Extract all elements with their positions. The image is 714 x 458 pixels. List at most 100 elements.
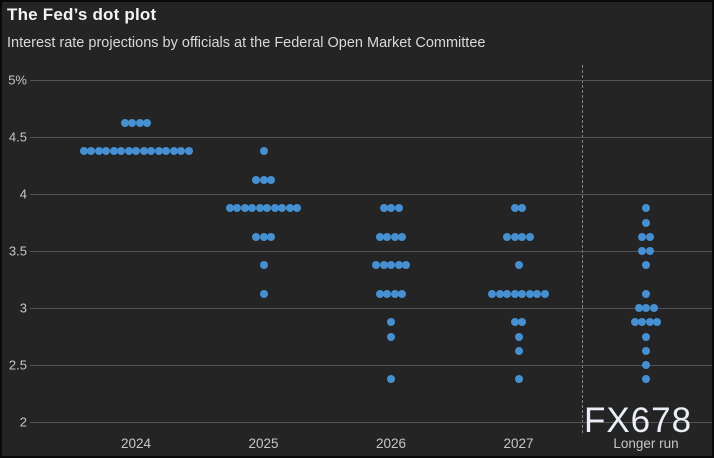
projection-dot — [398, 232, 407, 241]
x-axis-tick-label: 2027 — [503, 436, 534, 451]
projection-dot — [514, 261, 523, 270]
projection-dot — [379, 204, 388, 213]
projection-dot — [117, 147, 125, 156]
projection-dot — [518, 204, 527, 213]
projection-dot — [255, 204, 264, 213]
projection-dot — [128, 118, 137, 127]
projection-dot — [495, 289, 504, 298]
projection-dot — [394, 204, 403, 213]
projection-dot — [259, 289, 268, 298]
projection-dot — [102, 147, 110, 156]
projection-dot — [514, 346, 523, 355]
projection-dot — [259, 147, 268, 156]
projection-dot — [372, 261, 380, 270]
projection-dot — [143, 118, 152, 127]
projection-dot — [642, 204, 650, 213]
gridline — [30, 137, 712, 138]
projection-dot — [488, 289, 497, 298]
longer-run-divider — [582, 65, 583, 433]
projection-dot — [642, 304, 650, 312]
projection-dot — [259, 232, 268, 241]
projection-dot — [259, 261, 268, 270]
gridline — [30, 251, 712, 252]
gridline — [30, 80, 712, 81]
projection-dot — [293, 204, 302, 213]
projection-dot — [642, 361, 650, 369]
projection-dot — [387, 204, 395, 213]
projection-dot — [79, 147, 88, 156]
projection-dot — [387, 261, 395, 270]
projection-dot — [169, 147, 178, 156]
projection-dot — [638, 318, 647, 327]
projection-dot — [259, 175, 268, 184]
projection-dot — [267, 175, 275, 184]
chart-subtitle: Interest rate projections by officials a… — [7, 35, 486, 51]
y-axis-tick-label: 5% — [8, 72, 27, 88]
projection-dot — [120, 118, 129, 127]
y-axis-tick-label: 4.5 — [8, 129, 27, 145]
projection-dot — [510, 232, 519, 241]
gridline — [30, 422, 712, 423]
projection-dot — [638, 232, 647, 241]
projection-dot — [518, 289, 527, 298]
projection-dot — [540, 289, 549, 298]
projection-dot — [387, 332, 395, 341]
projection-dot — [390, 289, 399, 298]
projection-dot — [649, 304, 658, 312]
projection-dot — [642, 332, 650, 341]
projection-dot — [375, 232, 384, 241]
projection-dot — [645, 232, 654, 241]
y-axis-tick-label: 2 — [19, 414, 27, 430]
projection-dot — [387, 375, 395, 384]
projection-dot — [124, 147, 133, 156]
projection-dot — [645, 318, 654, 327]
projection-dot — [233, 204, 242, 213]
gridline — [30, 194, 712, 195]
projection-dot — [383, 289, 392, 298]
y-axis-tick-label: 3.5 — [8, 243, 27, 259]
projection-dot — [394, 261, 403, 270]
projection-dot — [225, 204, 234, 213]
projection-dot — [642, 346, 650, 355]
projection-dot — [240, 204, 249, 213]
x-axis-tick-label: 2025 — [248, 436, 279, 451]
projection-dot — [252, 232, 260, 241]
y-axis-tick-label: 4 — [19, 186, 27, 202]
projection-dot — [154, 147, 163, 156]
y-axis-tick-label: 3 — [19, 300, 27, 316]
projection-dot — [248, 204, 257, 213]
projection-dot — [630, 318, 639, 327]
projection-dot — [514, 375, 523, 384]
projection-dot — [267, 232, 275, 241]
projection-dot — [645, 247, 654, 255]
projection-dot — [510, 318, 519, 327]
projection-dot — [87, 147, 95, 156]
projection-dot — [252, 175, 260, 184]
projection-dot — [177, 147, 185, 156]
projection-dot — [109, 147, 118, 156]
projection-dot — [642, 289, 650, 298]
projection-dot — [525, 289, 534, 298]
projection-dot — [510, 289, 519, 298]
projection-dot — [139, 147, 148, 156]
projection-dot — [518, 318, 527, 327]
projection-dot — [390, 232, 399, 241]
projection-dot — [518, 232, 527, 241]
projection-dot — [135, 118, 144, 127]
x-axis-tick-label: 2024 — [120, 436, 152, 451]
y-axis-tick-label: 2.5 — [8, 357, 27, 373]
projection-dot — [525, 232, 534, 241]
x-axis-tick-label: 2026 — [375, 436, 407, 451]
projection-dot — [642, 261, 650, 270]
fx678-watermark: FX678 — [583, 401, 693, 440]
projection-dot — [132, 147, 140, 156]
projection-dot — [638, 247, 647, 255]
projection-dot — [510, 204, 519, 213]
projection-dot — [398, 289, 407, 298]
projection-dot — [503, 232, 512, 241]
projection-dot — [634, 304, 643, 312]
projection-dot — [387, 318, 395, 327]
projection-dot — [402, 261, 410, 270]
